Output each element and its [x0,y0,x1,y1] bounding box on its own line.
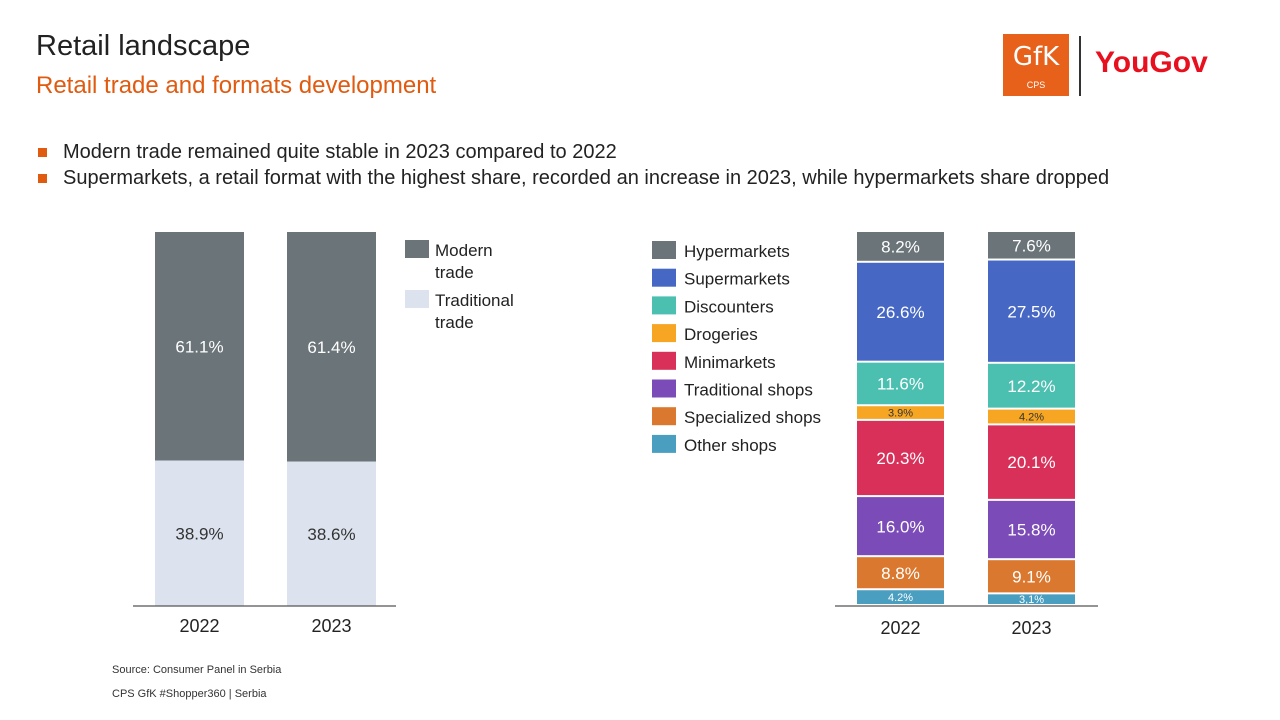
legend-swatch-specialized-shops [652,407,676,426]
data-label-hypermarkets-2023: 7.6% [1012,236,1051,255]
data-label-other-shops-2022: 4.2% [888,592,913,604]
gfk-logo-text: GfK [1012,42,1060,72]
data-label-specialized-shops-2022: 8.8% [881,564,920,583]
legend-swatch-traditional-trade [405,290,429,308]
data-label-supermarkets-2023: 27.5% [1007,302,1055,321]
data-label-minimarkets-2023: 20.1% [1007,453,1055,472]
x-tick-label-2022: 2022 [880,618,920,638]
legend-swatch-other-shops [652,434,676,453]
bar-segment-modern-trade-2022 [155,232,244,461]
legend-label-modern-trade: Modern trade [435,241,493,282]
page-title: Retail landscape [36,30,251,62]
gfk-logo: GfK CPS [1003,34,1069,96]
data-label-modern-trade-2022: 61.1% [175,337,223,356]
legend-label-minimarkets: Minimarkets [684,353,776,372]
bar-segment-discounters-2022 [857,362,944,405]
data-label-other-shops-2023: 3,1% [1019,594,1044,606]
bar-segment-modern-trade-2023 [287,232,376,462]
bar-segment-drogeries-2023 [988,409,1075,424]
legend-label-other-shops: Other shops [684,436,777,455]
bar-segment-traditional-trade-2023 [287,461,376,606]
legend-label-specialized-shops: Specialized shops [684,408,821,427]
logo-divider [1079,36,1081,96]
bar-segment-minimarkets-2023 [988,425,1075,499]
gfk-logo-sub: CPS [1026,80,1046,90]
legend-label-discounters: Discounters [684,297,774,316]
bar-segment-specialized-shops-2022 [857,557,944,589]
bar-segment-minimarkets-2022 [857,420,944,496]
data-label-traditional-trade-2022: 38.9% [175,524,223,543]
legend-label-supermarkets: Supermarkets [684,270,790,289]
legend-swatch-drogeries [652,324,676,343]
credit-note: CPS GfK #Shopper360 | Serbia [112,688,267,700]
legend-swatch-hypermarkets [652,241,676,259]
bar-segment-traditional-trade-2022 [155,460,244,606]
bar-segment-supermarkets-2023 [988,260,1075,362]
legend-label-hypermarkets: Hypermarkets [684,242,790,261]
bar-segment-hypermarkets-2023 [988,232,1075,259]
legend-swatch-traditional-shops [652,379,676,398]
legend-swatch-supermarkets [652,268,676,287]
data-label-hypermarkets-2022: 8.2% [881,238,920,257]
data-label-drogeries-2022: 3.9% [888,408,913,420]
legend-swatch-modern-trade [405,240,429,258]
bar-segment-traditional-shops-2023 [988,500,1075,559]
legend-label-drogeries: Drogeries [684,325,758,344]
source-note: Source: Consumer Panel in Serbia [112,664,282,676]
data-label-modern-trade-2023: 61.4% [307,338,355,357]
data-label-traditional-shops-2023: 15.8% [1007,521,1055,540]
bullet-square-icon [38,174,47,183]
legend-label-traditional-trade: Traditional trade [435,291,514,332]
x-tick-label-2023: 2023 [311,616,351,636]
bullet-text: Modern trade remained quite stable in 20… [63,141,617,163]
brand-logos: GfK CPS YouGov [1003,34,1223,100]
data-label-discounters-2023: 12.2% [1007,377,1055,396]
legend-label-traditional-shops: Traditional shops [684,381,813,400]
bar-segment-traditional-shops-2022 [857,497,944,556]
data-label-discounters-2022: 11.6% [877,375,924,394]
page-subtitle: Retail trade and formats development [36,72,437,99]
bar-segment-drogeries-2022 [857,406,944,419]
yougov-logo: YouGov [1095,46,1208,79]
data-label-traditional-trade-2023: 38.6% [307,525,355,544]
data-label-drogeries-2023: 4.2% [1019,411,1044,423]
x-tick-label-2022: 2022 [179,616,219,636]
data-label-traditional-shops-2022: 16.0% [876,517,924,536]
bar-segment-specialized-shops-2023 [988,560,1075,593]
legend-swatch-minimarkets [652,351,676,370]
bullet-text: Supermarkets, a retail format with the h… [63,167,1110,189]
data-label-specialized-shops-2023: 9.1% [1012,567,1051,586]
bar-segment-hypermarkets-2022 [857,232,944,261]
legend-swatch-discounters [652,296,676,315]
x-tick-label-2023: 2023 [1011,618,1051,638]
data-label-minimarkets-2022: 20.3% [876,449,924,468]
bar-segment-other-shops-2022 [857,590,944,604]
bar-segment-other-shops-2023 [988,594,1075,604]
bar-segment-discounters-2023 [988,363,1075,408]
bar-segment-supermarkets-2022 [857,262,944,361]
bullet-square-icon [38,148,47,157]
data-label-supermarkets-2022: 26.6% [876,303,924,322]
